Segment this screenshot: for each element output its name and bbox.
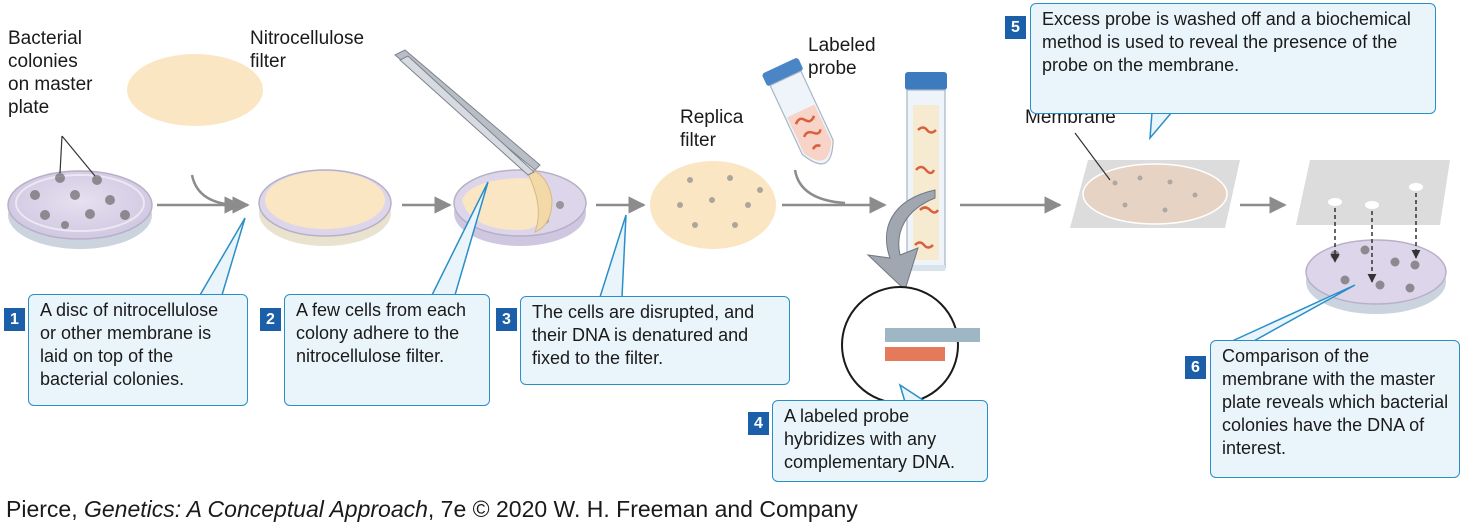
step-5-number: 5 (1005, 16, 1026, 39)
step-2-callout: A few cells from each colony adhere to t… (284, 294, 490, 406)
magnify-arrow (866, 189, 936, 291)
hybridization-tube (905, 72, 947, 271)
step-6-callout: Comparison of the membrane with the mast… (1210, 340, 1460, 478)
callout-tail (1229, 284, 1356, 343)
membrane (1070, 160, 1240, 228)
pointer-line (1074, 132, 1111, 181)
credit-book-title: Genetics: A Conceptual Approach (83, 496, 428, 522)
replica-filter-label: Replica filter (680, 107, 744, 151)
step-5-callout: Excess probe is washed off and a biochem… (1030, 3, 1436, 114)
step-4-number: 4 (748, 412, 769, 435)
curved-arrow (190, 174, 242, 214)
probe-label: Labeled probe (808, 35, 876, 79)
callout-tail (1149, 111, 1174, 141)
dish-peeling-filter (453, 167, 587, 246)
nitrocellulose-label: Nitrocellulose filter (250, 28, 365, 72)
curved-arrow (793, 169, 846, 205)
step-3-callout: The cells are disrupted, and their DNA i… (520, 296, 790, 385)
step-1-callout: A disc of nitrocellulose or other membra… (28, 294, 248, 406)
step-2-number: 2 (260, 308, 281, 331)
nitrocellulose-disc (127, 54, 263, 126)
step-4-callout: A labeled probe hybridizes with any comp… (772, 400, 988, 482)
master-plate-label: Bacterial colonies on master plate (8, 28, 93, 118)
forceps (394, 49, 541, 176)
step-6-number: 6 (1185, 356, 1206, 379)
magnified-view (841, 286, 980, 404)
callout-tail (198, 217, 246, 296)
pointer-line (61, 135, 96, 177)
callout-tail (598, 214, 627, 298)
master-plate-dish (7, 170, 153, 249)
comparison-dish (1305, 239, 1447, 314)
pointer-line (59, 135, 63, 174)
step-1-number: 1 (4, 308, 25, 331)
credit-publisher: , 7e © 2020 W. H. Freeman and Company (427, 496, 858, 522)
comparison-membrane (1296, 160, 1450, 225)
probe-tube (762, 58, 834, 165)
step-3-number: 3 (496, 308, 517, 331)
replica-filter (650, 161, 776, 249)
credit-author: Pierce, (6, 496, 84, 522)
dish-with-filter (258, 169, 392, 246)
credit-line: Pierce, Genetics: A Conceptual Approach,… (6, 494, 858, 524)
